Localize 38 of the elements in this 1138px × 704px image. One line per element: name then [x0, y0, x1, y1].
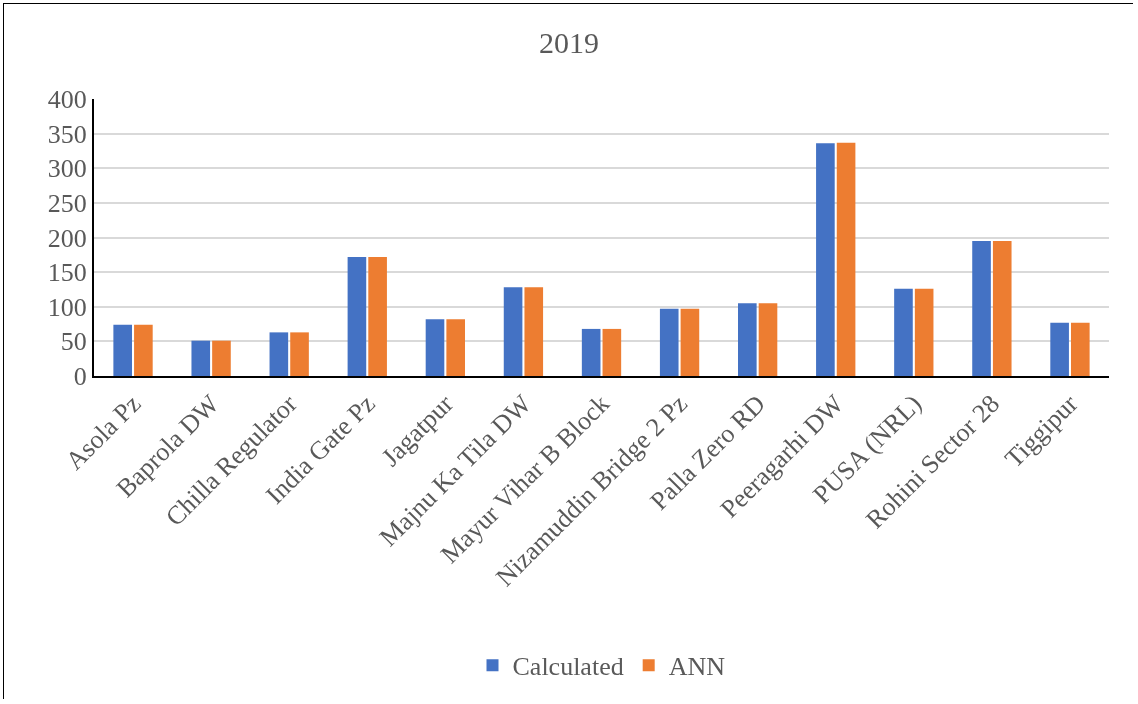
bar — [659, 308, 679, 376]
bar — [836, 142, 856, 376]
bar — [347, 256, 367, 376]
bar — [972, 240, 991, 376]
bar — [992, 240, 1012, 376]
bar — [581, 328, 601, 376]
bar — [191, 340, 211, 376]
y-tick-label: 50 — [60, 327, 87, 357]
y-tick-label: 300 — [47, 154, 87, 184]
bar — [1071, 322, 1090, 376]
bar — [524, 287, 544, 376]
bar — [816, 143, 835, 376]
bar — [1050, 322, 1069, 376]
bar — [503, 287, 523, 376]
y-tick-label: 400 — [47, 85, 87, 115]
y-tick-label: 250 — [47, 188, 87, 218]
bar — [425, 319, 445, 376]
bar — [680, 308, 700, 376]
bar — [134, 324, 153, 376]
y-tick-label: 350 — [47, 119, 87, 149]
bar — [368, 256, 387, 376]
y-tick-label: 100 — [47, 292, 87, 322]
legend-label: Calculated — [512, 652, 624, 682]
bar — [738, 303, 757, 376]
bar — [914, 288, 934, 376]
bar — [290, 332, 309, 376]
bar — [212, 340, 231, 376]
chart-title: 2019 — [539, 25, 599, 59]
y-tick-label: 0 — [73, 362, 87, 392]
bar — [113, 324, 132, 376]
bar — [894, 288, 913, 376]
bar — [269, 332, 289, 376]
bar — [446, 319, 465, 376]
y-tick-label: 150 — [47, 258, 87, 288]
bar — [602, 328, 622, 376]
y-tick-label: 200 — [47, 223, 87, 253]
legend-label: ANN — [668, 652, 726, 682]
bar — [758, 303, 778, 376]
